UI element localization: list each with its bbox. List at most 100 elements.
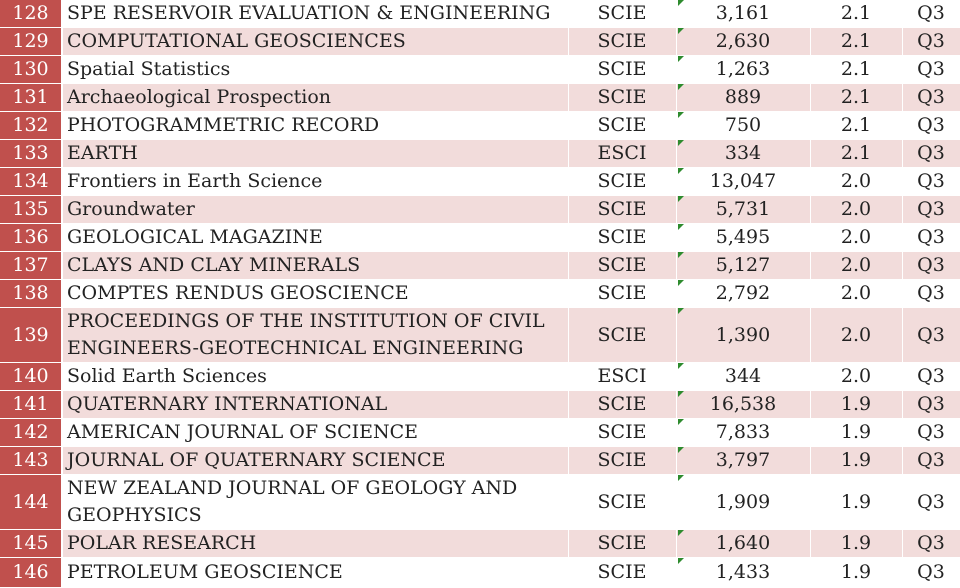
quartile-cell[interactable]: Q3 [902,223,960,252]
impact-factor-cell[interactable]: 1.9 [810,390,903,419]
index-cell[interactable]: SCIE [568,446,677,475]
impact-factor-cell[interactable]: 2.0 [810,223,903,252]
citations-cell[interactable]: 3,161 [676,0,811,28]
impact-factor-cell[interactable]: 2.0 [810,251,903,280]
journal-name-cell[interactable]: EARTH [62,139,569,168]
journal-name-cell[interactable]: Spatial Statistics [62,55,569,84]
table-row[interactable]: 131 Archaeological Prospection SCIE 889 … [0,83,960,112]
quartile-cell[interactable]: Q3 [902,557,960,588]
journal-name-cell[interactable]: SPE RESERVOIR EVALUATION & ENGINEERING [62,0,569,28]
impact-factor-cell[interactable]: 2.0 [810,362,903,391]
impact-factor-cell[interactable]: 2.1 [810,83,903,112]
quartile-cell[interactable]: Q3 [902,111,960,140]
rank-cell[interactable]: 138 [0,279,63,308]
index-cell[interactable]: SCIE [568,307,677,363]
quartile-cell[interactable]: Q3 [902,0,960,28]
rank-cell[interactable]: 135 [0,195,63,224]
citations-cell[interactable]: 344 [676,362,811,391]
quartile-cell[interactable]: Q3 [902,167,960,196]
citations-cell[interactable]: 5,495 [676,223,811,252]
citations-cell[interactable]: 1,263 [676,55,811,84]
journal-name-cell[interactable]: COMPUTATIONAL GEOSCIENCES [62,27,569,56]
table-row[interactable]: 141 QUATERNARY INTERNATIONAL SCIE 16,538… [0,390,960,419]
table-row[interactable]: 132 PHOTOGRAMMETRIC RECORD SCIE 750 2.1 … [0,111,960,140]
impact-factor-cell[interactable]: 2.1 [810,55,903,84]
citations-cell[interactable]: 1,433 [676,557,811,588]
index-cell[interactable]: SCIE [568,474,677,530]
journal-name-cell[interactable]: QUATERNARY INTERNATIONAL [62,390,569,419]
table-row[interactable]: 133 EARTH ESCI 334 2.1 Q3 [0,139,960,168]
index-cell[interactable]: SCIE [568,0,677,28]
journal-name-cell[interactable]: GEOLOGICAL MAGAZINE [62,223,569,252]
table-row[interactable]: 137 CLAYS AND CLAY MINERALS SCIE 5,127 2… [0,251,960,280]
citations-cell[interactable]: 16,538 [676,390,811,419]
quartile-cell[interactable]: Q3 [902,279,960,308]
rank-cell[interactable]: 128 [0,0,63,28]
rank-cell[interactable]: 129 [0,27,63,56]
journal-name-cell[interactable]: Frontiers in Earth Science [62,167,569,196]
rank-cell[interactable]: 131 [0,83,63,112]
citations-cell[interactable]: 7,833 [676,418,811,447]
index-cell[interactable]: ESCI [568,362,677,391]
table-row[interactable]: 145 POLAR RESEARCH SCIE 1,640 1.9 Q3 [0,529,960,558]
citations-cell[interactable]: 334 [676,139,811,168]
impact-factor-cell[interactable]: 2.0 [810,195,903,224]
quartile-cell[interactable]: Q3 [902,474,960,530]
impact-factor-cell[interactable]: 1.9 [810,474,903,530]
citations-cell[interactable]: 2,792 [676,279,811,308]
journal-name-cell[interactable]: PETROLEUM GEOSCIENCE [62,557,569,588]
quartile-cell[interactable]: Q3 [902,27,960,56]
citations-cell[interactable]: 3,797 [676,446,811,475]
rank-cell[interactable]: 133 [0,139,63,168]
table-row[interactable]: 146 PETROLEUM GEOSCIENCE SCIE 1,433 1.9 … [0,557,960,588]
table-row[interactable]: 129 COMPUTATIONAL GEOSCIENCES SCIE 2,630… [0,27,960,56]
table-row[interactable]: 135 Groundwater SCIE 5,731 2.0 Q3 [0,195,960,224]
table-row[interactable]: 143 JOURNAL OF QUATERNARY SCIENCE SCIE 3… [0,446,960,475]
journal-name-cell[interactable]: JOURNAL OF QUATERNARY SCIENCE [62,446,569,475]
journal-name-cell[interactable]: PROCEEDINGS OF THE INSTITUTION OF CIVIL … [62,307,569,363]
journal-name-cell[interactable]: AMERICAN JOURNAL OF SCIENCE [62,418,569,447]
table-row[interactable]: 144 NEW ZEALAND JOURNAL OF GEOLOGY AND G… [0,474,960,530]
index-cell[interactable]: SCIE [568,223,677,252]
index-cell[interactable]: SCIE [568,83,677,112]
impact-factor-cell[interactable]: 2.0 [810,167,903,196]
index-cell[interactable]: SCIE [568,390,677,419]
journal-name-cell[interactable]: Groundwater [62,195,569,224]
citations-cell[interactable]: 2,630 [676,27,811,56]
index-cell[interactable]: SCIE [568,529,677,558]
rank-cell[interactable]: 132 [0,111,63,140]
rank-cell[interactable]: 145 [0,529,63,558]
journal-name-cell[interactable]: CLAYS AND CLAY MINERALS [62,251,569,280]
journal-name-cell[interactable]: NEW ZEALAND JOURNAL OF GEOLOGY AND GEOPH… [62,474,569,530]
journal-name-cell[interactable]: POLAR RESEARCH [62,529,569,558]
citations-cell[interactable]: 5,731 [676,195,811,224]
index-cell[interactable]: SCIE [568,195,677,224]
rank-cell[interactable]: 144 [0,474,63,530]
rank-cell[interactable]: 130 [0,55,63,84]
impact-factor-cell[interactable]: 1.9 [810,529,903,558]
index-cell[interactable]: SCIE [568,27,677,56]
impact-factor-cell[interactable]: 1.9 [810,446,903,475]
quartile-cell[interactable]: Q3 [902,418,960,447]
table-row[interactable]: 138 COMPTES RENDUS GEOSCIENCE SCIE 2,792… [0,279,960,308]
table-row[interactable]: 139 PROCEEDINGS OF THE INSTITUTION OF CI… [0,307,960,363]
citations-cell[interactable]: 750 [676,111,811,140]
impact-factor-cell[interactable]: 2.1 [810,0,903,28]
index-cell[interactable]: SCIE [568,557,677,588]
rank-cell[interactable]: 146 [0,557,63,588]
citations-cell[interactable]: 1,390 [676,307,811,363]
quartile-cell[interactable]: Q3 [902,195,960,224]
rank-cell[interactable]: 134 [0,167,63,196]
quartile-cell[interactable]: Q3 [902,307,960,363]
citations-cell[interactable]: 889 [676,83,811,112]
quartile-cell[interactable]: Q3 [902,446,960,475]
table-row[interactable]: 142 AMERICAN JOURNAL OF SCIENCE SCIE 7,8… [0,418,960,447]
impact-factor-cell[interactable]: 1.9 [810,418,903,447]
impact-factor-cell[interactable]: 1.9 [810,557,903,588]
citations-cell[interactable]: 1,909 [676,474,811,530]
quartile-cell[interactable]: Q3 [902,362,960,391]
rank-cell[interactable]: 142 [0,418,63,447]
journal-name-cell[interactable]: Solid Earth Sciences [62,362,569,391]
table-row[interactable]: 140 Solid Earth Sciences ESCI 344 2.0 Q3 [0,362,960,391]
impact-factor-cell[interactable]: 2.1 [810,139,903,168]
